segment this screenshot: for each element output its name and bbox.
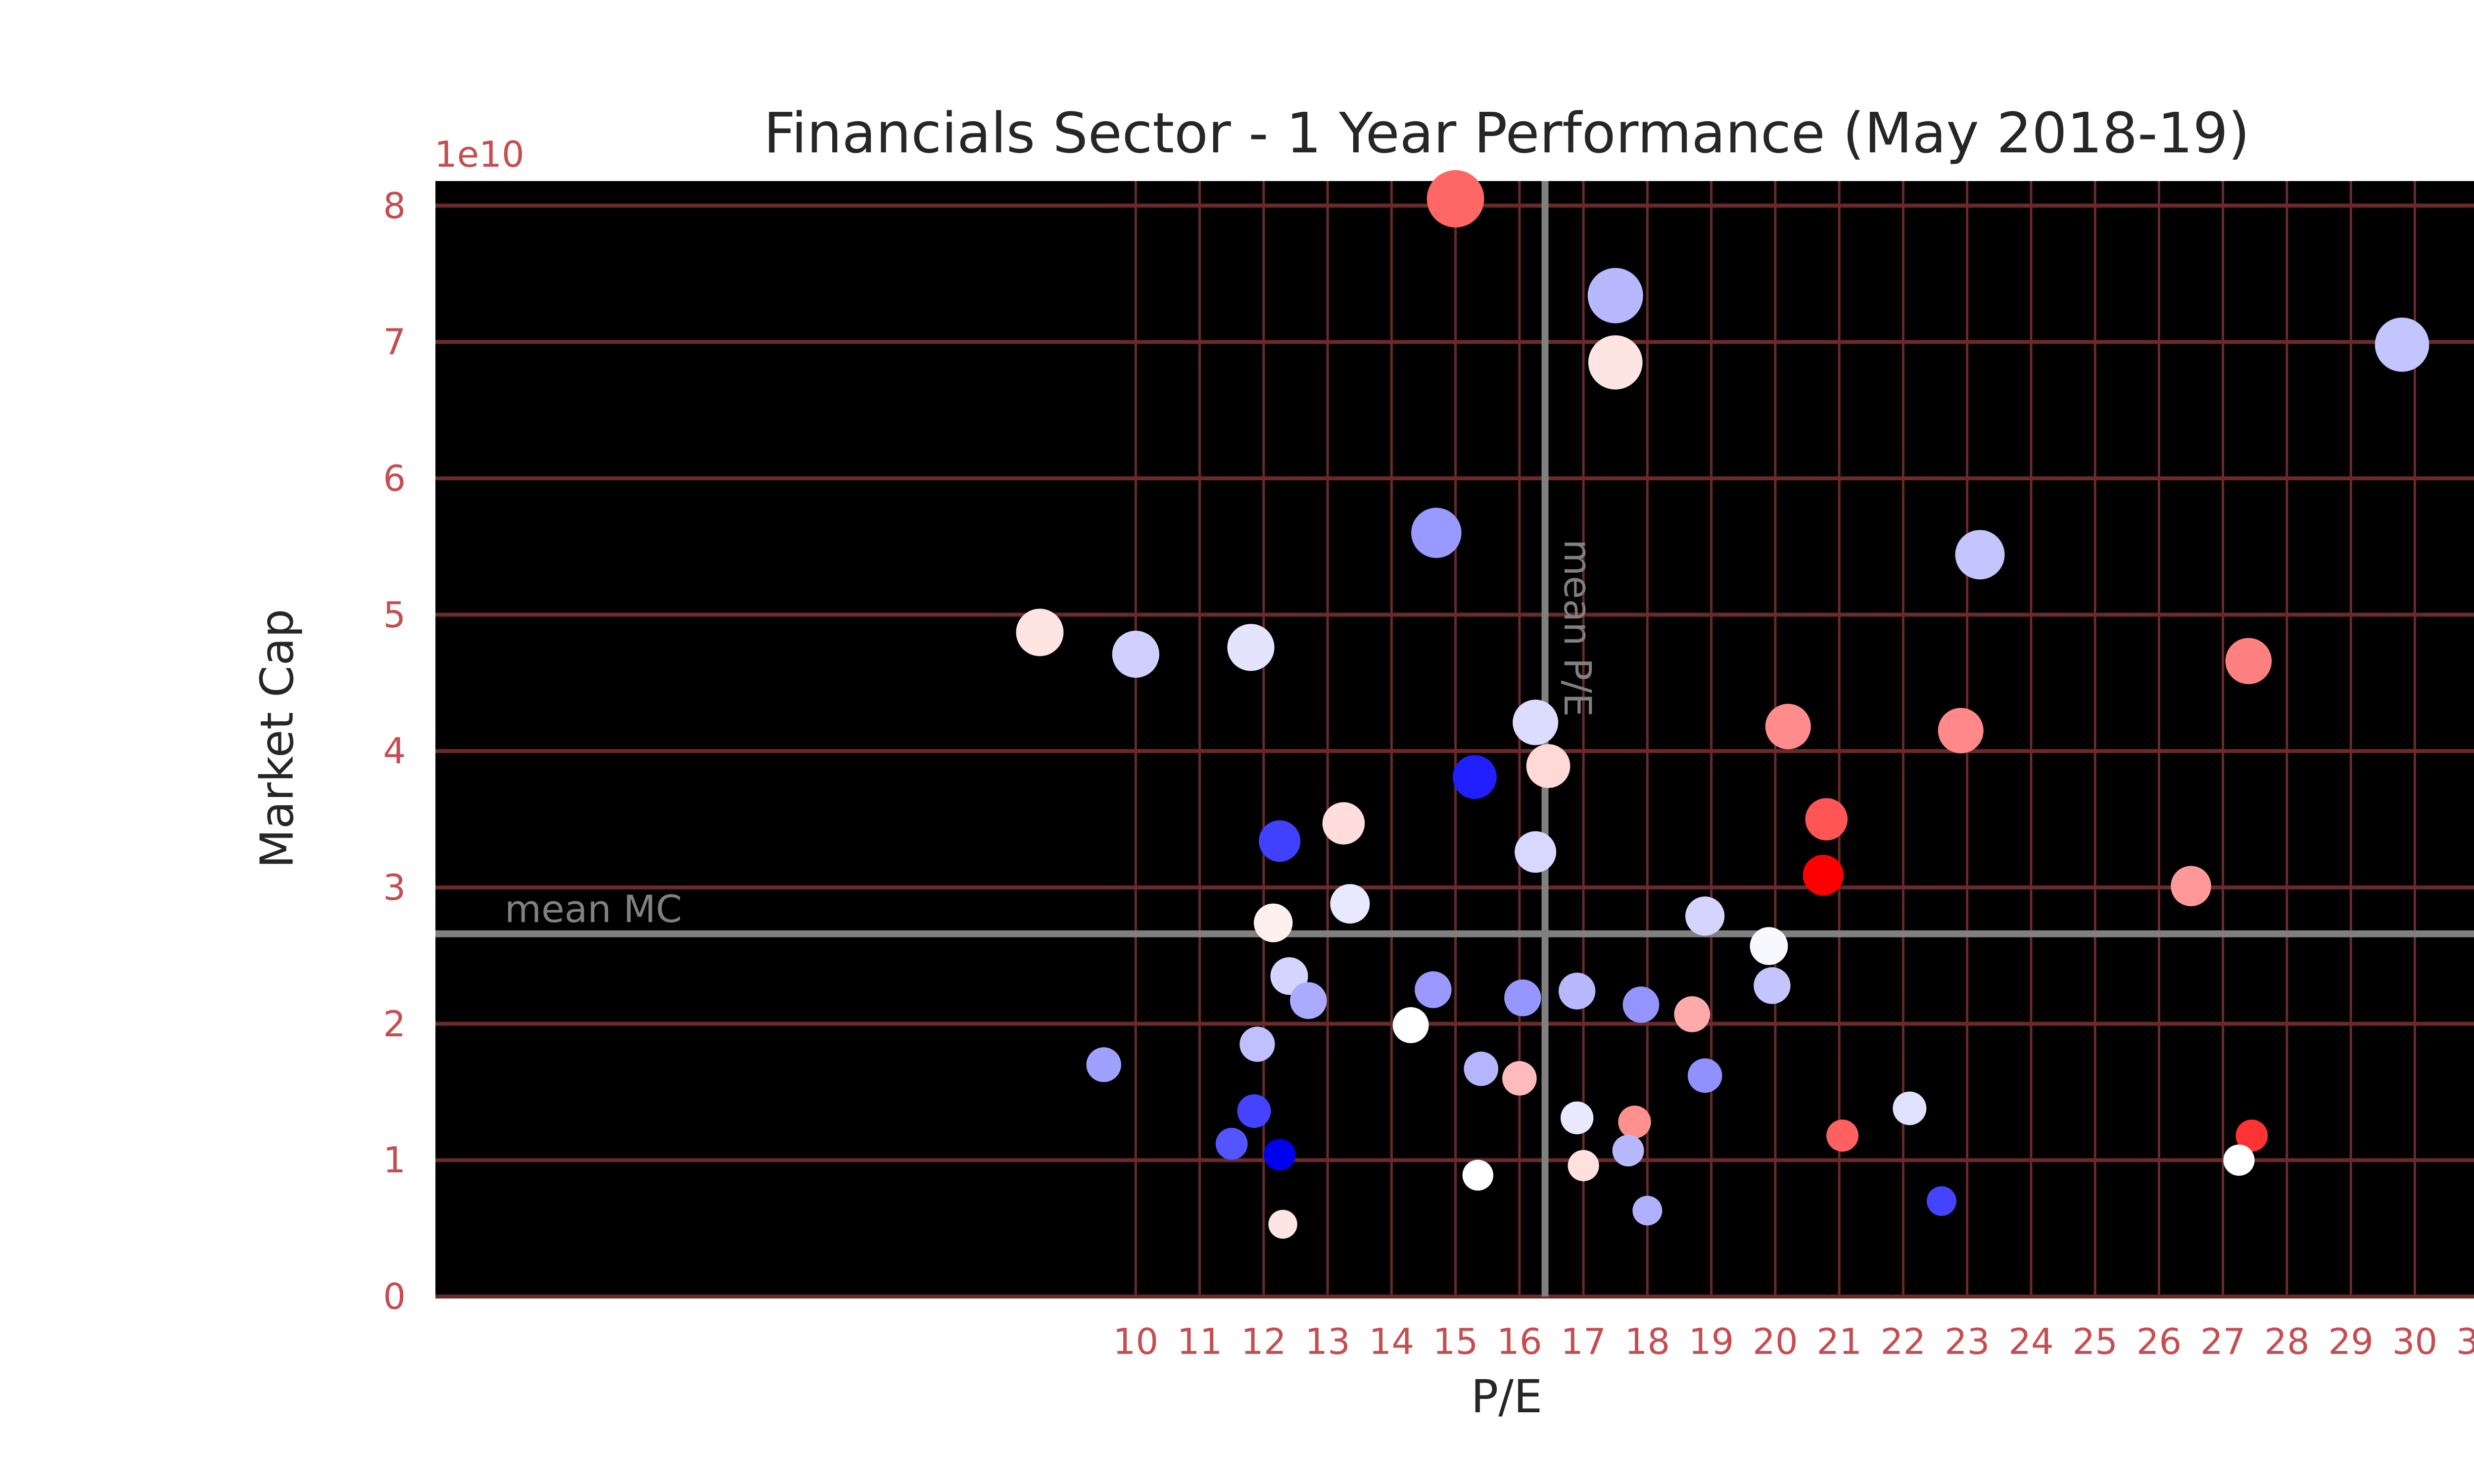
data-point — [1926, 1186, 1956, 1216]
x-tick-label: 20 — [1753, 1321, 1798, 1362]
data-point — [1504, 979, 1541, 1017]
data-point — [1239, 1026, 1275, 1062]
x-tick-label: 13 — [1305, 1321, 1350, 1362]
data-point — [1392, 1007, 1429, 1043]
x-tick-label: 27 — [2200, 1321, 2246, 1362]
x-tick-label: 31 — [2456, 1321, 2474, 1362]
data-point — [1462, 1159, 1494, 1191]
data-point — [2236, 1119, 2268, 1152]
x-tick-label: 17 — [1561, 1321, 1606, 1362]
x-tick-label: 22 — [1880, 1321, 1926, 1362]
data-point — [1215, 1127, 1248, 1160]
data-point — [1322, 802, 1365, 845]
data-point — [1415, 971, 1452, 1008]
data-point — [1526, 744, 1570, 788]
data-point — [1805, 798, 1848, 840]
data-point — [1112, 630, 1159, 678]
data-point — [1237, 1094, 1271, 1128]
data-point — [1086, 1047, 1121, 1082]
data-point — [1464, 1051, 1499, 1086]
y-tick-label: 2 — [383, 1003, 406, 1045]
x-tick-label: 10 — [1113, 1321, 1159, 1362]
data-point — [1568, 1150, 1599, 1181]
data-point — [1227, 624, 1275, 671]
data-point — [1754, 967, 1791, 1004]
x-tick-label: 15 — [1432, 1321, 1478, 1362]
y-tick-label: 6 — [383, 457, 406, 499]
data-points — [1016, 170, 2429, 1239]
data-point — [1502, 1061, 1537, 1096]
data-point — [2225, 638, 2272, 685]
x-tick-label: 26 — [2136, 1321, 2182, 1362]
y-tick-label: 1 — [383, 1139, 406, 1181]
data-point — [1803, 854, 1844, 896]
y-tick-label: 7 — [383, 321, 406, 363]
x-tick-label: 25 — [2072, 1321, 2118, 1362]
y-tick-label: 4 — [383, 730, 406, 772]
data-point — [1558, 973, 1596, 1010]
data-point — [1750, 927, 1788, 965]
data-point — [1622, 986, 1660, 1023]
x-tick-label: 19 — [1688, 1321, 1734, 1362]
data-point — [1612, 1135, 1644, 1167]
data-point — [2375, 318, 2429, 372]
data-point — [1016, 608, 1064, 656]
y-tick-label: 3 — [383, 866, 406, 908]
data-point — [1268, 1209, 1297, 1239]
x-tick-label: 24 — [2008, 1321, 2054, 1362]
data-point — [1587, 268, 1643, 324]
data-point — [2171, 866, 2211, 907]
data-point — [1560, 1101, 1594, 1135]
data-point — [2223, 1144, 2255, 1176]
x-tick-label: 21 — [1816, 1321, 1862, 1362]
data-point — [1893, 1091, 1927, 1125]
x-axis-label: P/E — [1471, 1370, 1543, 1423]
x-tick-label: 30 — [2392, 1321, 2438, 1362]
x-tick-label: 28 — [2264, 1321, 2310, 1362]
data-point — [1826, 1119, 1858, 1152]
x-tick-label: 12 — [1241, 1321, 1286, 1362]
data-point — [1685, 896, 1725, 936]
mean-mc-label: mean MC — [505, 886, 682, 931]
data-point — [1588, 335, 1643, 390]
data-point — [1254, 903, 1293, 942]
data-point — [1330, 884, 1370, 924]
data-point — [1452, 755, 1497, 799]
data-point — [1259, 820, 1301, 862]
data-point — [1938, 707, 1984, 753]
data-point — [1687, 1058, 1722, 1093]
data-point — [1955, 530, 2005, 580]
y-tick-label: 0 — [383, 1276, 406, 1317]
x-tick-label: 14 — [1369, 1321, 1415, 1362]
y-tick-label: 8 — [383, 185, 406, 227]
x-tick-label: 29 — [2328, 1321, 2374, 1362]
x-tick-label: 11 — [1177, 1321, 1223, 1362]
data-point — [1515, 831, 1557, 873]
data-point — [1674, 996, 1711, 1032]
mean-pe-label: mean P/E — [1555, 539, 1600, 717]
y-tick-label: 5 — [383, 594, 406, 636]
data-point — [1618, 1105, 1651, 1139]
data-point — [1632, 1196, 1663, 1226]
data-point — [1513, 699, 1559, 745]
chart-title: Financials Sector - 1 Year Performance (… — [763, 101, 2250, 166]
data-point — [1264, 1139, 1296, 1171]
data-point — [1290, 982, 1327, 1019]
x-tick-label: 18 — [1624, 1321, 1670, 1362]
y-axis-offset-label: 1e10 — [434, 134, 524, 175]
data-point — [1411, 508, 1462, 558]
data-point — [1765, 703, 1811, 749]
x-tick-label: 16 — [1497, 1321, 1542, 1362]
x-tick-label: 23 — [1944, 1321, 1990, 1362]
grid-lines — [435, 181, 2474, 1298]
data-point — [1427, 170, 1484, 228]
